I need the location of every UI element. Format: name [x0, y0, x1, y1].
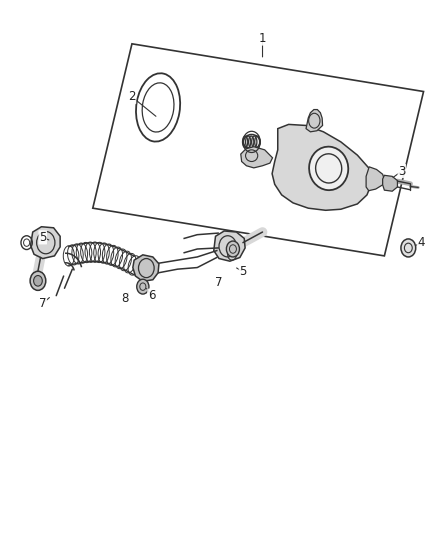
Circle shape [30, 271, 46, 290]
Polygon shape [366, 167, 385, 191]
Text: 7: 7 [215, 276, 223, 289]
Circle shape [34, 276, 42, 286]
Polygon shape [31, 227, 60, 259]
Text: 8: 8 [122, 292, 129, 305]
Text: 5: 5 [239, 265, 247, 278]
Circle shape [226, 241, 240, 257]
Circle shape [137, 279, 149, 294]
Text: 1: 1 [259, 32, 266, 45]
Text: 5: 5 [39, 231, 46, 244]
Text: 3: 3 [398, 165, 406, 177]
Polygon shape [272, 124, 372, 211]
Polygon shape [133, 255, 159, 281]
Ellipse shape [309, 147, 348, 190]
Text: 4: 4 [417, 236, 425, 249]
Text: 7: 7 [39, 297, 46, 310]
Polygon shape [383, 175, 397, 191]
Polygon shape [241, 147, 272, 168]
Polygon shape [214, 231, 245, 261]
Circle shape [401, 239, 416, 257]
Text: 6: 6 [148, 289, 155, 302]
Ellipse shape [244, 134, 260, 149]
Polygon shape [306, 110, 322, 132]
Text: 2: 2 [128, 90, 136, 103]
